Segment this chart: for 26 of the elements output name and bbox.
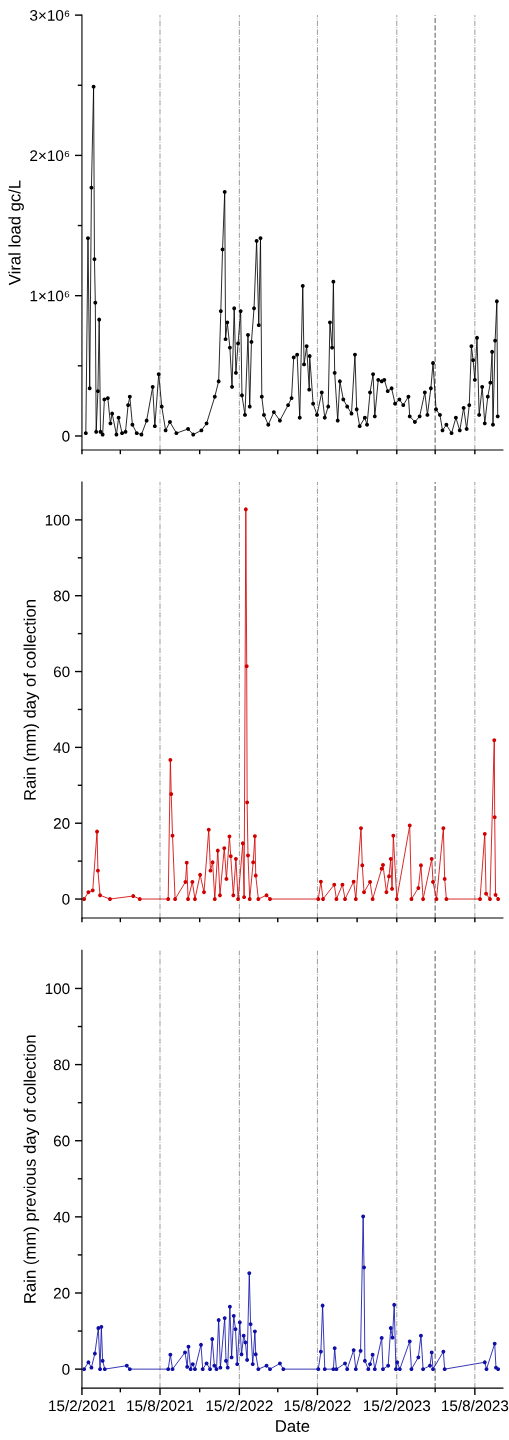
x-tick-label: 15/2/2022 <box>206 1399 273 1412</box>
y-axis-title: Rain (mm) day of collection <box>23 600 40 800</box>
y-tick-label: 20 <box>53 1287 70 1299</box>
y-axis-title: Viral load gc/L <box>8 180 24 286</box>
y-tick-label: 3×10⁶ <box>30 9 70 21</box>
y-tick-label: 0 <box>62 893 70 905</box>
y-tick-label: 2×10⁶ <box>30 150 70 162</box>
y-tick-label: 20 <box>53 818 70 829</box>
x-axis-title: Date <box>276 1420 310 1433</box>
y-tick-label: 40 <box>53 1211 70 1223</box>
x-tick-label: 15/8/2023 <box>442 1399 509 1412</box>
y-tick-label: 40 <box>53 742 70 754</box>
y-tick-label: 80 <box>53 1059 70 1071</box>
y-tick-label: 100 <box>45 514 70 526</box>
y-tick-label: 100 <box>45 983 70 995</box>
y-tick-label: 80 <box>53 590 70 602</box>
y-tick-label: 0 <box>62 1363 70 1375</box>
x-tick-label: 15/2/2023 <box>363 1399 431 1412</box>
x-tick-label: 15/8/2022 <box>284 1399 351 1412</box>
y-tick-label: 60 <box>53 1135 70 1147</box>
y-tick-label: 0 <box>62 430 70 442</box>
x-tick-label: 15/2/2021 <box>49 1399 116 1412</box>
y-axis-title: Rain (mm) previous day of collection <box>23 1035 40 1303</box>
y-tick-label: 60 <box>53 666 70 678</box>
y-tick-label: 1×10⁶ <box>30 290 70 302</box>
x-tick-label: 15/8/2021 <box>127 1399 194 1412</box>
